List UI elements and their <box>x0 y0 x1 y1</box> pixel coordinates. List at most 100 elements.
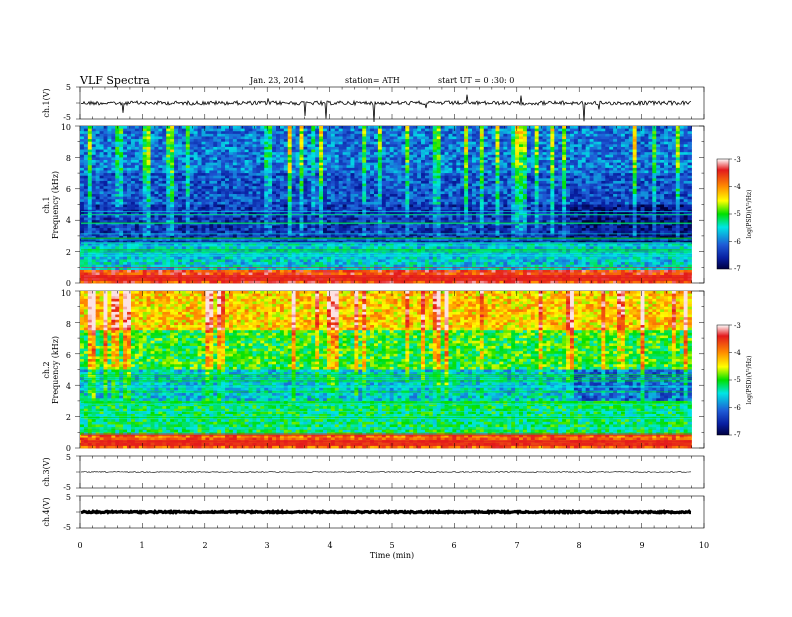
spectrogram-cell <box>197 139 202 143</box>
spectrogram-cell <box>315 230 320 234</box>
spectrogram-cell <box>178 280 183 284</box>
spectrogram-cell <box>303 272 308 276</box>
spectrogram-cell <box>287 246 293 250</box>
spectrogram-cell <box>170 256 175 260</box>
spectrogram-cell <box>299 233 304 237</box>
spectrogram-cell <box>350 186 355 190</box>
spectrogram-cell <box>217 196 222 200</box>
spectrogram-cell <box>240 269 246 273</box>
spectrogram-cell <box>111 128 116 132</box>
spectrogram-cell <box>401 175 406 179</box>
spectrogram-cell <box>174 191 179 195</box>
spectrogram-cell <box>283 162 289 166</box>
spectrogram-cell <box>370 133 375 137</box>
spectrogram-cell <box>252 225 257 229</box>
spectrogram-cell <box>103 149 108 153</box>
spectrogram-cell <box>326 259 332 263</box>
spectrogram-cell <box>374 264 379 268</box>
spectrogram-cell <box>189 128 195 132</box>
spectrogram-cell <box>256 165 261 169</box>
spectrogram-cell <box>83 126 89 130</box>
spectrogram-cell <box>87 133 93 137</box>
spectrogram-cell <box>389 170 394 174</box>
spectrogram-cell <box>268 133 273 137</box>
spectrogram-cell <box>83 196 89 200</box>
spectrogram-cell <box>95 243 100 247</box>
spectrogram-cell <box>181 207 187 211</box>
spectrogram-cell <box>385 228 391 232</box>
spectrogram-cell <box>213 214 218 218</box>
spectrogram-cell <box>346 131 351 135</box>
spectrogram-cell <box>342 180 347 184</box>
spectrogram-cell <box>276 256 281 260</box>
spectrogram-cell <box>279 180 285 184</box>
spectrogram-cell <box>111 214 116 218</box>
spectrogram-cell <box>330 269 336 273</box>
spectrogram-cell <box>381 267 387 271</box>
spectrogram-cell <box>268 154 273 158</box>
spectrogram-cell <box>142 152 148 156</box>
spectrogram-cell <box>158 230 163 234</box>
spectrogram-cell <box>107 204 112 208</box>
spectrogram-cell <box>276 126 281 130</box>
spectrogram-cell <box>381 269 387 273</box>
spectrogram-cell <box>397 183 402 187</box>
spectrogram-cell <box>166 152 171 156</box>
spectrogram-cell <box>338 214 344 218</box>
spectrogram-cell <box>236 144 242 148</box>
spectrogram-cell <box>228 183 234 187</box>
spectrogram-cell <box>174 256 179 260</box>
spectrogram-cell <box>236 178 242 182</box>
spectrogram-cell <box>362 170 367 174</box>
spectrogram-cell <box>276 157 281 161</box>
spectrogram-cell <box>138 228 144 232</box>
spectrogram-cell <box>295 269 300 273</box>
spectrogram-cell <box>338 144 344 148</box>
spectrogram-cell <box>174 209 179 213</box>
spectrogram-cell <box>123 149 128 153</box>
spectrogram-cell <box>287 233 293 237</box>
spectrogram-cell <box>260 167 265 171</box>
spectrogram-cell <box>377 194 383 198</box>
spectrogram-cell <box>315 214 320 218</box>
spectrogram-cell <box>342 183 347 187</box>
spectrogram-cell <box>174 188 179 192</box>
spectrogram-cell <box>268 256 273 260</box>
spectrogram-cell <box>299 167 304 171</box>
spectrogram-cell <box>405 128 410 132</box>
spectrogram-cell <box>221 136 226 140</box>
spectrogram-cell <box>123 214 128 218</box>
spectrogram-cell <box>299 152 304 156</box>
spectrogram-cell <box>299 191 304 195</box>
spectrogram-cell <box>91 188 97 192</box>
spectrogram-cell <box>240 128 246 132</box>
spectrogram-cell <box>166 188 171 192</box>
spectrogram-cell <box>174 180 179 184</box>
spectrogram-cell <box>134 133 140 137</box>
spectrogram-cell <box>393 126 398 130</box>
spectrogram-cell <box>401 144 406 148</box>
spectrogram-cell <box>185 149 191 153</box>
spectrogram-cell <box>205 180 210 184</box>
spectrogram-cell <box>99 126 104 130</box>
spectrogram-cell <box>385 173 391 177</box>
spectrogram-cell <box>178 131 183 135</box>
spectrogram-cell <box>338 259 344 263</box>
spectrogram-cell <box>397 199 402 203</box>
spectrogram-cell <box>87 188 93 192</box>
spectrogram-cell <box>115 199 120 203</box>
spectrogram-cell <box>330 267 336 271</box>
spectrogram-cell <box>123 235 128 239</box>
spectrogram-cell <box>354 175 359 179</box>
spectrogram-cell <box>287 207 293 211</box>
spectrogram-cell <box>264 162 269 166</box>
spectrogram-cell <box>291 214 296 218</box>
spectrogram-cell <box>83 230 89 234</box>
spectrogram-cell <box>374 149 379 153</box>
spectrogram-cell <box>366 173 371 177</box>
spectrogram-cell <box>366 201 371 205</box>
spectrogram-cell <box>358 126 363 130</box>
spectrogram-cell <box>119 141 124 145</box>
spectrogram-cell <box>307 235 312 239</box>
spectrogram-cell <box>342 141 347 145</box>
